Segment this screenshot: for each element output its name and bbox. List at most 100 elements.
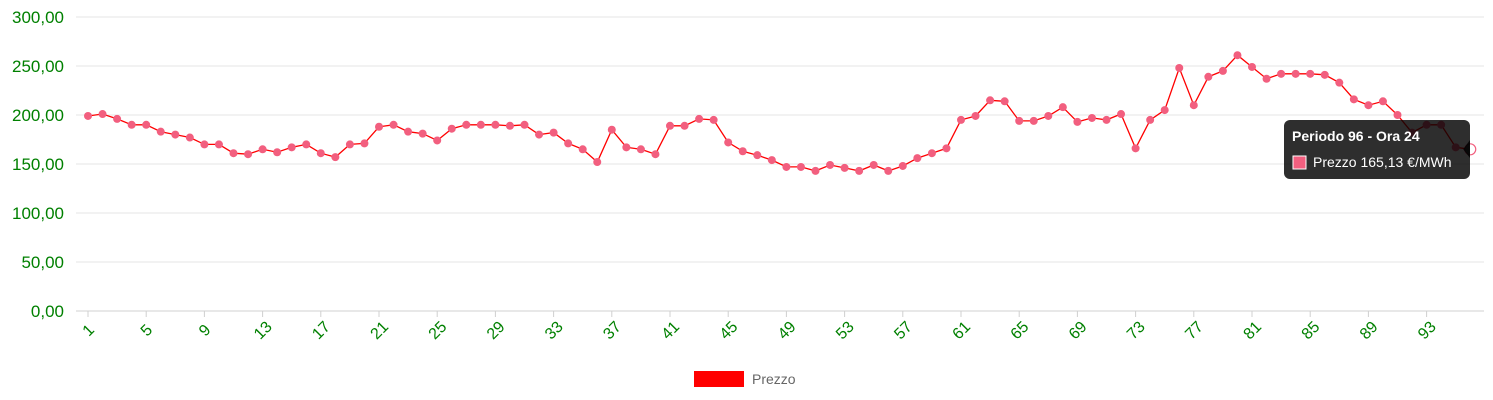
data-point — [1349, 95, 1358, 104]
data-point — [520, 120, 529, 129]
data-point — [913, 154, 922, 163]
data-point — [1102, 115, 1111, 124]
data-point — [1364, 101, 1373, 110]
data-point — [1233, 51, 1242, 60]
data-point — [724, 138, 733, 147]
legend-label[interactable]: Prezzo — [752, 371, 796, 387]
data-point — [1175, 63, 1184, 72]
data-point — [156, 127, 165, 136]
data-point — [811, 166, 820, 175]
data-point — [113, 114, 122, 123]
data-point — [782, 162, 791, 171]
data-point — [462, 120, 471, 129]
legend[interactable]: Prezzo — [694, 371, 796, 387]
x-tick-label: 5 — [138, 322, 156, 340]
data-point — [505, 121, 514, 130]
x-tick-label: 21 — [368, 318, 393, 343]
x-tick-label: 49 — [775, 318, 800, 343]
data-point — [1320, 70, 1329, 79]
x-tick-label: 29 — [484, 318, 509, 343]
data-point — [433, 136, 442, 145]
data-point — [273, 148, 282, 157]
data-point — [855, 166, 864, 175]
data-point — [84, 111, 92, 120]
data-point — [869, 160, 878, 169]
data-point — [1117, 110, 1126, 119]
data-point — [389, 120, 398, 129]
data-point — [986, 96, 995, 105]
data-point — [258, 145, 267, 154]
tooltip: Periodo 96 - Ora 24 Prezzo 165,13 €/MWh — [1284, 120, 1470, 179]
data-point — [1204, 72, 1213, 81]
x-tick-label: 33 — [542, 318, 567, 343]
y-axis-ticks: 0,00 50,00 100,00 150,00 200,00 250,00 300,00 — [12, 8, 64, 321]
x-tick-label: 69 — [1066, 318, 1091, 343]
data-point — [1015, 116, 1024, 125]
data-point — [840, 163, 849, 172]
data-point — [98, 110, 107, 119]
data-point — [796, 162, 805, 171]
y-tick-label: 100,00 — [12, 204, 64, 223]
y-tick-label: 200,00 — [12, 106, 64, 125]
data-point — [1248, 62, 1256, 71]
data-point — [418, 129, 427, 138]
x-tick-label: 53 — [833, 318, 858, 343]
data-point — [622, 143, 631, 152]
y-tick-label: 50,00 — [21, 253, 64, 272]
y-tick-label: 300,00 — [12, 8, 64, 27]
data-point — [1306, 69, 1315, 78]
data-point — [1058, 103, 1067, 112]
x-tick-label: 37 — [600, 318, 625, 343]
data-point — [345, 140, 354, 149]
data-point — [1029, 116, 1038, 125]
data-point — [957, 115, 965, 124]
x-tick-label: 41 — [659, 318, 684, 343]
data-point — [1277, 69, 1286, 78]
data-point — [185, 133, 194, 142]
grid-lines — [76, 16, 1484, 312]
tooltip-swatch — [1292, 155, 1307, 170]
data-point — [1262, 74, 1271, 83]
tooltip-title: Periodo 96 - Ora 24 — [1292, 128, 1420, 144]
data-point — [360, 139, 369, 148]
data-point — [898, 161, 907, 170]
data-point — [767, 156, 776, 165]
data-point — [666, 121, 674, 130]
data-point — [447, 124, 456, 133]
tooltip-box — [1284, 120, 1470, 179]
x-tick-label: 77 — [1182, 318, 1207, 343]
data-point — [738, 147, 747, 156]
data-point — [229, 149, 238, 158]
data-point — [375, 122, 383, 131]
data-point — [593, 158, 602, 167]
x-tick-label: 45 — [717, 318, 742, 343]
data-point — [1160, 106, 1169, 115]
legend-swatch[interactable] — [694, 371, 744, 387]
y-tick-label: 0,00 — [31, 302, 64, 321]
x-tick-label: 57 — [891, 318, 916, 343]
data-point — [1393, 111, 1402, 119]
data-point — [404, 127, 413, 136]
data-point — [971, 111, 980, 120]
data-point — [927, 149, 936, 158]
data-point — [578, 145, 587, 154]
y-tick-label: 250,00 — [12, 57, 64, 76]
data-point — [942, 144, 951, 153]
data-point — [1087, 113, 1096, 122]
data-point — [316, 149, 325, 158]
data-point — [680, 121, 689, 130]
x-tick-label: 25 — [426, 318, 451, 343]
data-point — [302, 140, 311, 149]
data-point — [171, 130, 180, 139]
data-point — [826, 160, 835, 169]
data-point — [1131, 144, 1140, 153]
data-point — [331, 153, 340, 162]
data-point — [1335, 78, 1344, 87]
data-point — [753, 151, 762, 160]
x-tick-label: 61 — [950, 318, 975, 343]
data-point — [1218, 66, 1227, 75]
series-prezzo — [84, 51, 1477, 175]
series-line — [87, 54, 1471, 172]
data-point — [884, 166, 893, 175]
x-tick-label: 73 — [1124, 318, 1149, 343]
